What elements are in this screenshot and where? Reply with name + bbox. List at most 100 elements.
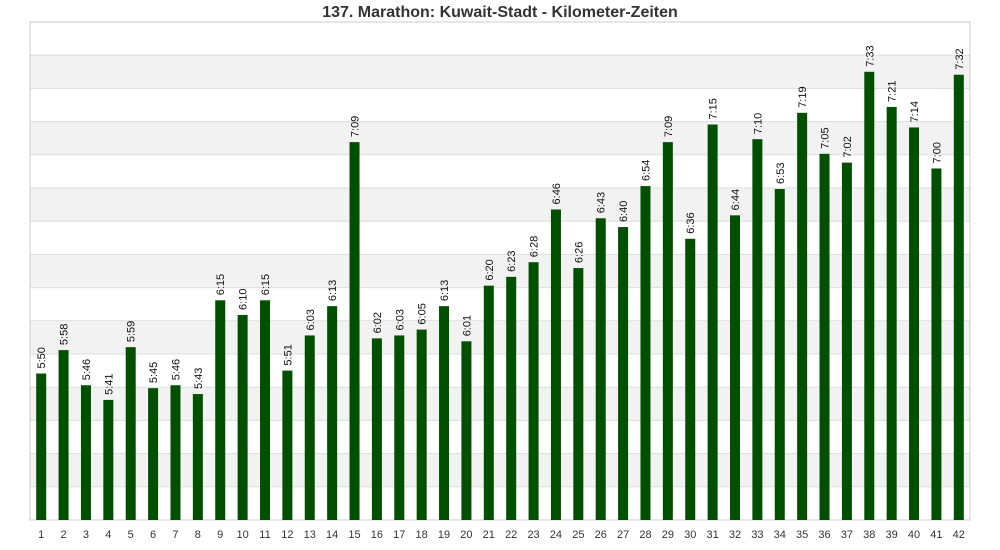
- bar: [573, 268, 584, 520]
- bar: [550, 209, 561, 520]
- x-tick-label: 33: [751, 529, 763, 541]
- plot-border: [29, 21, 971, 521]
- bar: [841, 162, 852, 521]
- data-label: 7:09: [350, 116, 362, 137]
- x-tick-label: 10: [236, 529, 248, 541]
- data-labels: 5:50 5:58 5:46 5:41 5:59 5:45 5:46 5:43 6:15 6:10…: [36, 45, 966, 395]
- data-label: 6:44: [730, 189, 742, 210]
- x-tick-label: 28: [639, 529, 651, 541]
- x-tick-label: 5: [128, 529, 134, 541]
- x-tick-label: 9: [217, 529, 223, 541]
- data-label: 6:15: [215, 274, 227, 295]
- bar: [58, 350, 69, 520]
- bar: [80, 385, 91, 520]
- grid-band: [30, 188, 970, 222]
- data-label: 6:23: [506, 250, 518, 271]
- x-tick-label: 31: [706, 529, 718, 541]
- x-tick-label: 41: [930, 529, 942, 541]
- bar: [416, 329, 427, 520]
- bar: [215, 300, 226, 520]
- bar: [931, 168, 942, 520]
- data-label: 5:46: [81, 359, 93, 380]
- grid-band: [30, 55, 970, 89]
- x-tick-label: 2: [61, 529, 67, 541]
- data-label: 6:13: [439, 280, 451, 301]
- x-tick-label: 36: [818, 529, 830, 541]
- bar: [662, 142, 673, 520]
- x-tick-label: 40: [908, 529, 920, 541]
- x-tick-label: 11: [259, 529, 270, 541]
- bar: [730, 215, 740, 520]
- x-tick-label: 30: [684, 529, 696, 541]
- x-tick-label: 17: [393, 529, 405, 541]
- grid-bands: [30, 55, 970, 487]
- x-tick-label: 24: [550, 529, 562, 541]
- data-label: 6:05: [417, 303, 429, 324]
- data-label: 5:45: [148, 362, 160, 383]
- bars: [36, 71, 964, 521]
- x-axis-ticks: 1 2 3 4 5 6 7 8 9 10 11 12 13 14 15 16 17 18 19 20 21 22 23 24 2…: [38, 529, 965, 541]
- x-tick-label: 8: [195, 529, 201, 541]
- data-label: 7:09: [663, 116, 675, 137]
- bar: [618, 227, 629, 520]
- x-tick-label: 37: [841, 529, 853, 541]
- x-tick-label: 25: [572, 529, 584, 541]
- x-tick-label: 42: [953, 529, 965, 541]
- x-tick-label: 16: [371, 529, 383, 541]
- data-label: 6:15: [260, 274, 272, 295]
- bar: [304, 335, 315, 520]
- x-tick-label: 39: [886, 529, 898, 541]
- bar: [819, 153, 830, 520]
- data-label: 7:14: [909, 101, 921, 122]
- data-label: 6:40: [618, 201, 630, 222]
- bar: [953, 74, 964, 521]
- bar: [260, 300, 270, 520]
- data-label: 6:54: [640, 160, 652, 181]
- data-label: 5:59: [126, 321, 138, 342]
- bar: [36, 373, 47, 520]
- data-label: 6:36: [685, 212, 697, 233]
- data-label: 6:13: [327, 280, 339, 301]
- chart-title: 137. Marathon: Kuwait-Stadt - Kilometer-…: [322, 4, 678, 21]
- data-label: 7:00: [931, 142, 943, 163]
- grid-band: [30, 453, 970, 487]
- data-label: 6:43: [596, 192, 608, 213]
- data-label: 6:26: [573, 242, 585, 263]
- data-label: 5:43: [193, 368, 205, 389]
- data-label: 7:10: [752, 113, 764, 134]
- bar: [439, 306, 450, 520]
- data-label: 6:28: [529, 236, 541, 257]
- data-label: 6:10: [238, 289, 250, 310]
- x-tick-label: 23: [527, 529, 539, 541]
- bar: [483, 285, 494, 520]
- x-tick-label: 13: [304, 529, 316, 541]
- data-label: 5:41: [103, 373, 115, 394]
- bar: [103, 399, 114, 520]
- x-tick-label: 15: [348, 529, 360, 541]
- x-tick-label: 19: [438, 529, 450, 541]
- data-label: 6:02: [372, 312, 384, 333]
- x-tick-label: 12: [281, 529, 293, 541]
- data-label: 7:15: [708, 98, 720, 119]
- grid-band: [30, 254, 970, 288]
- x-tick-label: 26: [595, 529, 607, 541]
- data-label: 5:46: [170, 359, 182, 380]
- bar: [170, 385, 181, 520]
- x-tick-label: 34: [774, 529, 786, 541]
- data-label: 6:20: [484, 259, 496, 280]
- bar: [886, 106, 897, 520]
- data-label: 7:21: [887, 81, 899, 102]
- data-label: 7:33: [864, 45, 876, 66]
- x-tick-label: 38: [863, 529, 875, 541]
- x-tick-label: 29: [662, 529, 674, 541]
- bar: [125, 347, 136, 520]
- bar: [371, 338, 382, 520]
- grid-band: [30, 121, 970, 155]
- x-tick-label: 4: [105, 529, 111, 541]
- bar: [797, 112, 808, 520]
- bar: [237, 314, 248, 520]
- bar: [349, 142, 360, 520]
- grid-band: [30, 387, 970, 421]
- data-label: 7:05: [820, 127, 832, 148]
- x-tick-label: 1: [38, 529, 44, 541]
